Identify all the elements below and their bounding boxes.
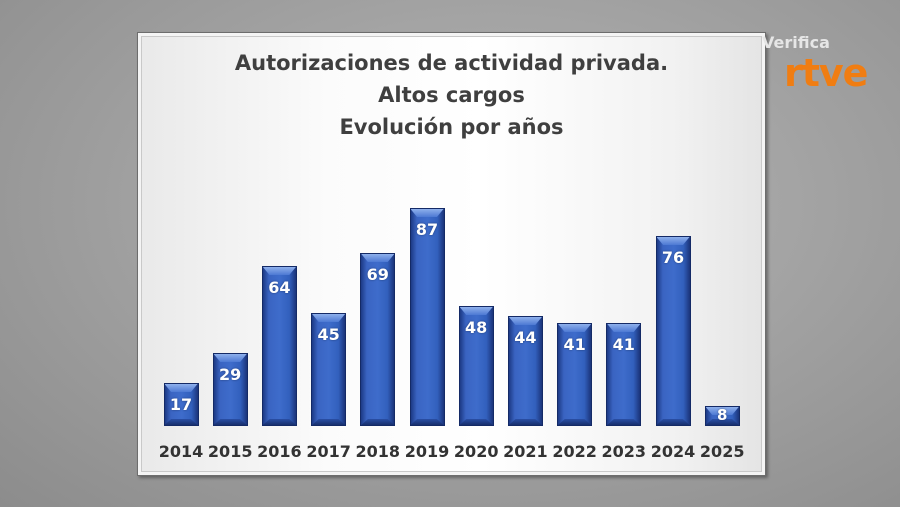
bar-2014: 17: [163, 383, 199, 426]
bar-value-label: 87: [415, 220, 439, 239]
bar-2016: 64: [261, 266, 297, 426]
bar-value-label: 64: [268, 278, 291, 297]
bar-2024: 76: [655, 236, 691, 426]
bar-2022: 41: [557, 323, 593, 426]
bar-value-label: 41: [612, 335, 635, 354]
bar-value-label: 69: [366, 265, 389, 284]
bar-value-label: 17: [169, 395, 193, 414]
x-axis-label: 2017: [306, 442, 351, 461]
bar-value-label: 29: [219, 365, 242, 384]
x-axis-label: 2018: [355, 442, 401, 461]
bar-value-label: 76: [661, 248, 685, 267]
x-axis-label: 2024: [650, 442, 696, 461]
chart-title-line-1: Autorizaciones de actividad privada.: [234, 51, 669, 75]
bar-2020: 48: [458, 306, 494, 426]
x-axis-label: 2016: [257, 442, 302, 461]
bar-2023: 41: [606, 323, 642, 426]
bar-2015: 29: [212, 353, 248, 426]
chart-title-line-2: Altos cargos: [378, 83, 525, 107]
chart-title-line-3: Evolución por años: [339, 115, 564, 139]
bar-2019: 87: [409, 208, 445, 426]
bar-2021: 44: [507, 316, 543, 426]
x-axis-label: 2015: [207, 442, 253, 461]
chart-title: Autorizaciones de actividad privada. Alt…: [138, 47, 765, 143]
chart-panel: Autorizaciones de actividad privada. Alt…: [137, 32, 766, 476]
bar-value-label: 41: [563, 335, 586, 354]
x-axis-label: 2025: [699, 442, 745, 461]
x-axis-label: 2020: [453, 442, 499, 461]
bar-value-label: 48: [465, 318, 488, 337]
x-axis-label: 2022: [552, 442, 597, 461]
x-axis-label: 2023: [601, 442, 647, 461]
bar-value-label: 45: [317, 325, 340, 344]
bar-2018: 69: [360, 253, 396, 426]
x-axis-label: 2019: [404, 442, 450, 461]
bar-value-label: 44: [514, 328, 537, 347]
bar-value-label: 8: [716, 406, 728, 424]
plot-area: 17 2014 29 2015 64 2016 45 2017 69 2018 87 2019 48 20…: [138, 33, 765, 475]
x-axis-label: 2021: [503, 442, 548, 461]
logo-verifica-text: Verifica: [762, 33, 830, 52]
bar-2017: 45: [311, 313, 347, 426]
bar-2025: 8: [704, 406, 740, 426]
x-axis-label: 2014: [158, 442, 204, 461]
rtve-verifica-logo: Verifica rtve: [762, 33, 868, 95]
logo-rtve-text: rtve: [784, 51, 868, 95]
